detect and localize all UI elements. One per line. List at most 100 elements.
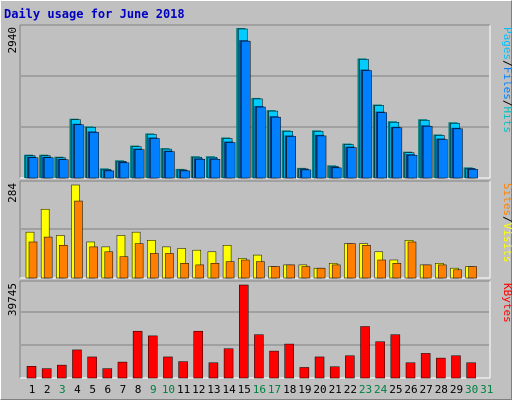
pages-files-hits-side-label-hits: Hits <box>501 107 512 134</box>
x-tick-label-24: 24 <box>374 383 388 396</box>
x-tick-label-2: 2 <box>44 383 51 396</box>
visits-sites-bar-sites-19 <box>301 266 311 279</box>
kbytes-bar-kbytes-20 <box>314 356 325 379</box>
pages-files-hits-bar-files-24 <box>377 112 387 179</box>
pages-files-hits-bar-files-2 <box>43 157 54 179</box>
kbytes-bar-kbytes-7 <box>117 361 128 379</box>
kbytes-bar-kbytes-1 <box>26 366 37 379</box>
kbytes-bar-kbytes-8 <box>132 330 143 379</box>
visits-sites-bar-sites-1 <box>28 241 38 279</box>
pages-files-hits-bar-files-14 <box>225 142 236 179</box>
pages-files-hits-bar-files-11 <box>180 170 190 179</box>
pages-files-hits-bar-files-1 <box>28 157 39 179</box>
pages-files-hits-bar-files-7 <box>119 162 130 179</box>
pages-files-hits-bar-files-16 <box>256 106 266 179</box>
pages-files-hits-bar-files-12 <box>195 158 206 179</box>
pages-files-hits-bar-files-9 <box>150 138 160 179</box>
x-tick-label-17: 17 <box>268 383 281 396</box>
visits-sites-bar-sites-24 <box>377 259 386 279</box>
visits-sites-side-label-sites: Sites <box>501 183 512 216</box>
kbytes-bar-kbytes-29 <box>451 355 461 379</box>
x-tick-label-11: 11 <box>177 383 190 396</box>
visits-sites-bar-sites-6 <box>104 251 114 279</box>
visits-sites-bar-sites-12 <box>195 264 205 279</box>
kbytes-bar-kbytes-9 <box>148 335 158 379</box>
visits-sites-bar-sites-5 <box>89 246 98 279</box>
x-tick-label-1: 1 <box>29 383 36 396</box>
visits-sites-bar-sites-9 <box>150 253 159 279</box>
visits-sites-bar-sites-23 <box>362 245 371 279</box>
visits-sites-bar-sites-4 <box>74 200 83 279</box>
x-tick-label-10: 10 <box>162 383 175 396</box>
x-tick-label-28: 28 <box>435 383 448 396</box>
kbytes-bar-kbytes-19 <box>299 367 310 379</box>
pages-files-hits-side-label-separator: / <box>501 60 512 67</box>
x-tick-label-18: 18 <box>283 383 296 396</box>
kbytes-bar-kbytes-10 <box>163 356 173 379</box>
x-tick-label-16: 16 <box>253 383 266 396</box>
visits-sites-ymax-label: 284 <box>6 183 19 203</box>
kbytes-bar-kbytes-26 <box>405 362 416 379</box>
kbytes-bar-kbytes-3 <box>57 364 67 379</box>
x-tick-label-21: 21 <box>329 383 342 396</box>
kbytes-bar-kbytes-11 <box>178 361 188 379</box>
visits-sites-bar-sites-22 <box>347 243 356 279</box>
kbytes-bar-kbytes-14 <box>223 348 234 379</box>
x-tick-label-6: 6 <box>104 383 111 396</box>
visits-sites-bar-sites-2 <box>43 236 53 279</box>
x-tick-label-20: 20 <box>313 383 326 396</box>
visits-sites-bar-sites-26 <box>407 241 417 279</box>
pages-files-hits-bar-files-13 <box>210 158 221 179</box>
pages-files-hits-bar-files-20 <box>316 135 327 179</box>
pages-files-hits-bar-files-29 <box>453 128 463 179</box>
kbytes-bar-kbytes-12 <box>193 330 204 379</box>
kbytes-bar-kbytes-27 <box>420 353 431 379</box>
kbytes-bar-kbytes-22 <box>345 355 355 379</box>
pages-files-hits-bar-files-28 <box>438 139 448 179</box>
pages-files-hits-bar-files-25 <box>392 127 403 179</box>
pages-files-hits-bar-files-8 <box>134 149 145 179</box>
kbytes-bar-kbytes-30 <box>466 362 476 379</box>
pages-files-hits-bar-files-23 <box>362 70 372 179</box>
pages-files-hits-bar-files-6 <box>104 170 115 179</box>
x-tick-label-8: 8 <box>135 383 142 396</box>
kbytes-bar-kbytes-24 <box>375 341 385 379</box>
visits-sites-bar-sites-11 <box>180 263 189 279</box>
x-tick-label-12: 12 <box>192 383 205 396</box>
pages-files-hits-bar-files-3 <box>59 159 69 179</box>
kbytes-bar-kbytes-6 <box>102 368 113 379</box>
x-tick-label-14: 14 <box>222 383 236 396</box>
visits-sites-bar-sites-16 <box>256 261 265 279</box>
visits-sites-bar-sites-18 <box>286 264 295 279</box>
kbytes-side-label-kbytes: KBytes <box>501 283 512 323</box>
kbytes-ymax-label: 39745 <box>6 283 19 316</box>
x-tick-label-29: 29 <box>450 383 463 396</box>
visits-sites-bar-sites-8 <box>134 243 144 279</box>
visits-sites-bar-sites-21 <box>331 264 341 279</box>
x-tick-label-7: 7 <box>120 383 127 396</box>
visits-sites-bar-sites-14 <box>225 261 235 279</box>
pages-files-hits-bar-files-15 <box>240 40 251 179</box>
visits-sites-bar-sites-13 <box>210 263 220 279</box>
kbytes-bar-kbytes-23 <box>360 326 370 379</box>
pages-files-hits-bar-files-18 <box>286 136 296 179</box>
x-tick-label-13: 13 <box>207 383 220 396</box>
visits-sites-bar-sites-10 <box>165 253 174 279</box>
x-tick-label-19: 19 <box>298 383 311 396</box>
x-tick-label-3: 3 <box>59 383 66 396</box>
visits-sites-bar-sites-17 <box>271 266 280 279</box>
x-tick-label-27: 27 <box>420 383 433 396</box>
kbytes-bar-kbytes-2 <box>41 368 52 379</box>
pages-files-hits-bar-files-27 <box>422 126 433 179</box>
kbytes-bar-kbytes-15 <box>238 284 249 379</box>
visits-sites-bar-sites-25 <box>392 263 402 279</box>
visits-sites-bar-sites-20 <box>316 267 326 279</box>
x-tick-label-26: 26 <box>404 383 417 396</box>
pages-files-hits-bar-files-26 <box>407 154 418 179</box>
pages-files-hits-bar-files-21 <box>331 167 342 179</box>
chart-title: Daily usage for June 2018 <box>4 7 185 21</box>
kbytes-bar-kbytes-17 <box>269 350 279 379</box>
pages-files-hits-bar-files-4 <box>74 124 84 179</box>
x-tick-label-5: 5 <box>89 383 96 396</box>
